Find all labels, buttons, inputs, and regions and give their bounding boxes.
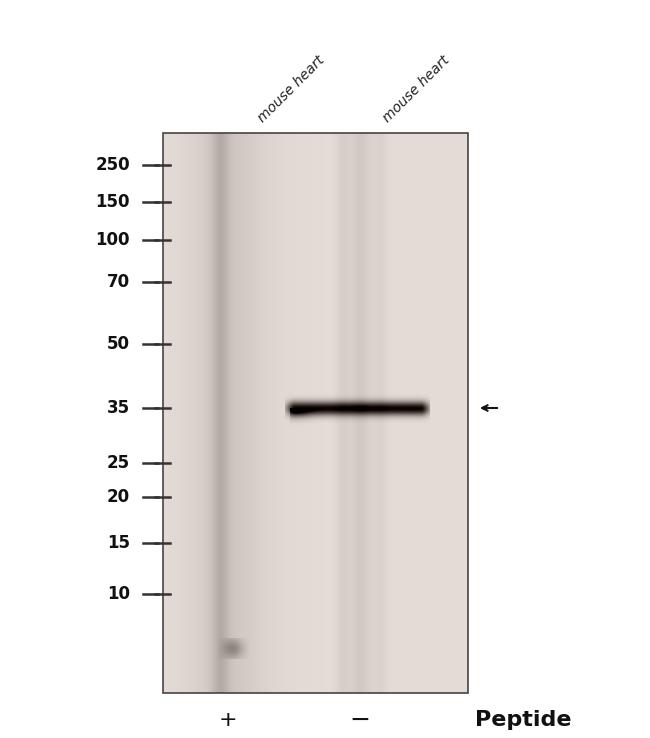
Text: mouse heart: mouse heart [255, 53, 327, 125]
Text: +: + [218, 710, 237, 730]
Text: 20: 20 [107, 488, 130, 506]
Text: 10: 10 [107, 585, 130, 603]
Text: 150: 150 [96, 193, 130, 211]
Text: 250: 250 [96, 156, 130, 174]
Text: 50: 50 [107, 335, 130, 353]
Text: 100: 100 [96, 231, 130, 249]
Text: mouse heart: mouse heart [380, 53, 452, 125]
Text: 15: 15 [107, 534, 130, 552]
Bar [163, 133, 468, 693]
Text: −: − [350, 708, 370, 732]
Text: 25: 25 [107, 454, 130, 472]
Text: Peptide: Peptide [475, 710, 571, 730]
Text: 70: 70 [107, 273, 130, 291]
Text: 35: 35 [107, 399, 130, 417]
